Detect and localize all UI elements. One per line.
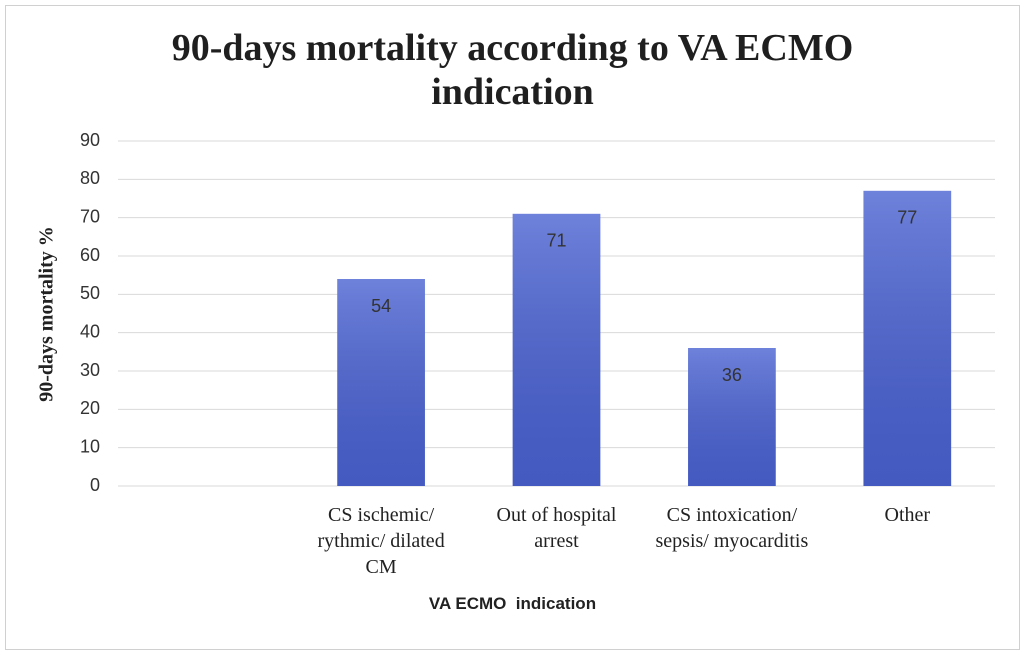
y-tick-label: 20 (80, 398, 100, 418)
chart-border (5, 5, 1020, 650)
bar-shade (863, 190, 952, 487)
y-tick-label: 70 (80, 206, 100, 226)
y-tick-label: 40 (80, 321, 100, 341)
x-axis-label: VA ECMO indication (428, 594, 597, 613)
bar-shade (688, 348, 776, 486)
data-label: 77 (897, 208, 917, 228)
x-tick-label: CS intoxication/ sepsis/ myocarditis (655, 504, 809, 552)
y-tick-label: 30 (80, 360, 100, 380)
y-tick-label: 50 (80, 283, 100, 303)
y-tick-label: 60 (80, 245, 100, 265)
y-axis-label: 90-days mortality % (36, 226, 58, 402)
y-tick-label: 90 (80, 130, 100, 150)
x-tick-label: Other (884, 504, 931, 526)
data-label: 54 (371, 296, 391, 316)
chart-title: 90-days mortality according to VA ECMO i… (171, 27, 854, 113)
data-label: 36 (722, 365, 742, 385)
bar-shade (337, 279, 425, 486)
y-tick-label: 10 (80, 436, 100, 456)
x-tick-label: CS ischemic/ rythmic/ dilated CM (317, 504, 445, 578)
bar-shade (512, 213, 601, 487)
y-tick-label: 0 (90, 475, 100, 495)
x-tick-label: Out of hospital arrest (496, 504, 617, 552)
y-tick-label: 80 (80, 168, 100, 188)
data-label: 71 (546, 231, 566, 251)
